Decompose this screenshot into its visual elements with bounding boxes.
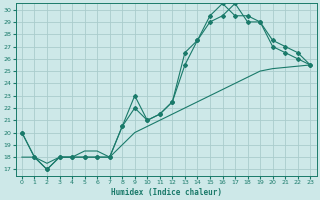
- X-axis label: Humidex (Indice chaleur): Humidex (Indice chaleur): [111, 188, 221, 197]
